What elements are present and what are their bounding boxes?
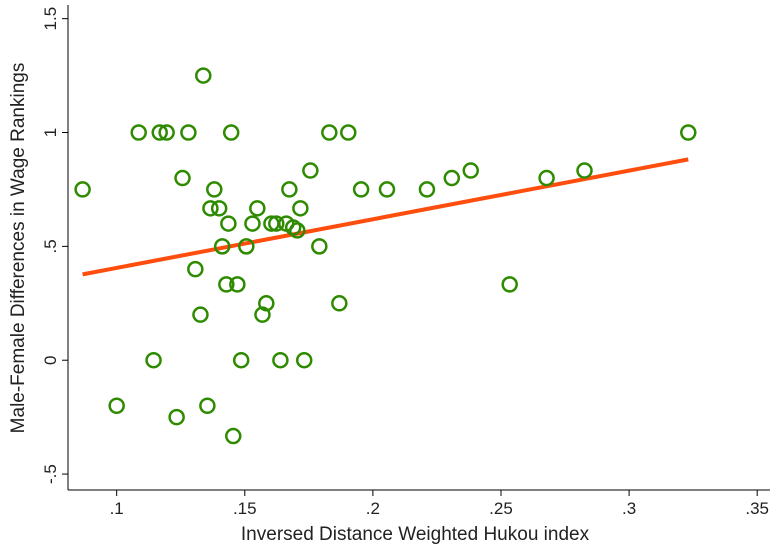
fit-line [82, 157, 689, 277]
y-tick-label: 0 [41, 355, 60, 364]
scatter-point [218, 276, 235, 293]
scatter-point [249, 200, 266, 217]
x-tick-label: .15 [233, 499, 257, 518]
scatter-point [418, 181, 436, 198]
scatter-point [281, 181, 298, 198]
scatter-point [501, 276, 518, 293]
x-tick-label: .2 [366, 499, 380, 518]
y-tick-label: -.5 [41, 464, 60, 484]
scatter-point [232, 351, 250, 369]
scatter-point [538, 169, 555, 187]
scatter-point [158, 124, 175, 141]
scatter-point [311, 238, 328, 255]
scatter-point [340, 124, 357, 141]
y-axis-label: Male-Female Differences in Wage Rankings [8, 63, 29, 434]
scatter-point [289, 222, 306, 239]
x-axis-label: Inversed Distance Weighted Hukou index [241, 524, 590, 545]
scatter-point [321, 124, 338, 141]
scatter-point [462, 162, 480, 179]
scatter-point [222, 124, 240, 141]
scatter-point [180, 124, 197, 141]
scatter-point [331, 295, 348, 312]
scatter-point [213, 238, 231, 255]
scatter-point [352, 181, 370, 198]
scatter-point [108, 397, 125, 415]
scatter-point [295, 351, 313, 369]
scatter-point [272, 351, 289, 369]
y-tick-label: 1 [41, 128, 60, 137]
scatter-point [202, 200, 219, 217]
scatter-point [244, 215, 261, 232]
x-tick-label: .25 [489, 499, 513, 518]
x-tick-label: .35 [745, 499, 769, 518]
scatter-point [206, 181, 223, 198]
scatter-point [168, 408, 185, 426]
y-tick-label: 1.5 [41, 7, 60, 31]
scatter-point [292, 200, 309, 217]
scatter-point [225, 427, 242, 445]
scatter-point [210, 200, 228, 217]
scatter-point [268, 215, 285, 232]
scatter-point [74, 181, 91, 198]
scatter-point [174, 169, 191, 187]
scatter-point [192, 306, 209, 323]
scatter-point [443, 169, 461, 187]
scatter-point [187, 260, 204, 278]
scatter-point [229, 276, 246, 293]
scatter-point [151, 124, 168, 141]
x-tick-label: .1 [110, 499, 124, 518]
scatter-point [195, 67, 212, 84]
scatter-point [576, 162, 593, 179]
scatter-point [258, 295, 275, 312]
scatter-point [145, 351, 162, 369]
scatter-point [302, 162, 319, 179]
scatter-point [199, 397, 216, 415]
scatter-point [238, 238, 255, 255]
scatter-point [220, 215, 237, 232]
y-tick-label: .5 [41, 239, 60, 253]
scatter-point [680, 124, 697, 141]
x-tick-label: .3 [622, 499, 636, 518]
scatter-point [378, 181, 396, 198]
scatter-point [130, 124, 147, 141]
